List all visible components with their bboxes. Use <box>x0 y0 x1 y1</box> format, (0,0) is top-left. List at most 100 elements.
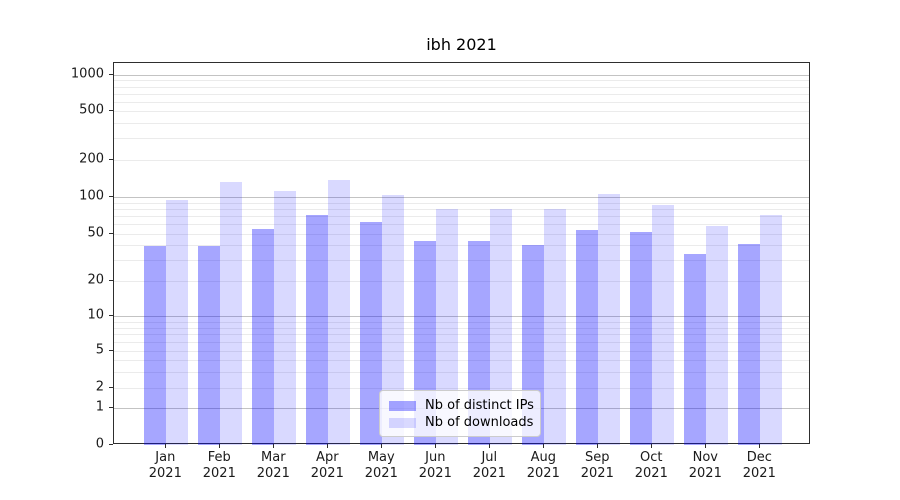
legend-item-downloads: Nb of downloads <box>389 415 534 430</box>
plot-area <box>113 62 810 445</box>
legend-swatch-downloads <box>389 417 416 428</box>
x-tick-month: May <box>367 450 395 465</box>
y-tick-label: 1000 <box>70 66 104 82</box>
x-tick-label: Dec 2021 <box>729 450 789 482</box>
x-tick-month: Apr <box>316 450 339 465</box>
bar-mar-distinct-ips <box>252 228 275 445</box>
x-tick-month: Feb <box>207 450 231 465</box>
y-tick-label: 200 <box>79 151 104 167</box>
x-tick-mark <box>165 444 167 448</box>
y-tick-mark <box>109 386 113 388</box>
bar-apr-distinct-ips <box>306 214 329 445</box>
bar-apr-downloads <box>328 179 351 445</box>
bar-nov-distinct-ips <box>684 253 707 445</box>
x-tick-month: Sep <box>585 450 610 465</box>
bar-may-distinct-ips <box>360 222 383 445</box>
legend: Nb of distinct IPs Nb of downloads <box>379 390 541 437</box>
bar-jun-downloads <box>436 209 459 445</box>
minor-gridline <box>114 216 809 217</box>
minor-gridline <box>114 138 809 140</box>
legend-swatch-distinct-ips <box>389 400 416 411</box>
minor-gridline <box>114 209 809 210</box>
minor-gridline <box>114 245 809 247</box>
x-tick-mark <box>219 444 221 448</box>
x-tick-mark <box>759 444 761 448</box>
x-tick-label: Jul 2021 <box>459 450 519 482</box>
y-tick-label: 100 <box>79 188 104 204</box>
chart-title: ibh 2021 <box>426 35 497 54</box>
y-tick-label: 10 <box>87 307 104 323</box>
x-tick-year: 2021 <box>580 466 614 481</box>
x-tick-month: Nov <box>692 450 718 465</box>
bar-feb-downloads <box>220 181 243 445</box>
bar-sep-downloads <box>598 193 621 445</box>
minor-gridline <box>114 202 809 204</box>
bar-feb-distinct-ips <box>198 246 221 445</box>
x-tick-mark <box>705 444 707 448</box>
x-tick-year: 2021 <box>148 466 182 481</box>
minor-gridline <box>114 86 809 88</box>
bar-jan-downloads <box>166 200 189 445</box>
x-tick-month: Aug <box>530 450 556 465</box>
x-tick-label: Mar 2021 <box>243 450 303 482</box>
x-tick-label: May 2021 <box>351 450 411 482</box>
bar-sep-distinct-ips <box>576 229 599 445</box>
minor-gridline <box>114 233 809 235</box>
x-tick-year: 2021 <box>526 466 560 481</box>
x-tick-year: 2021 <box>634 466 668 481</box>
x-tick-month: Dec <box>746 450 772 465</box>
y-tick-label: 0 <box>95 436 104 452</box>
legend-label-downloads: Nb of downloads <box>425 415 534 430</box>
x-tick-month: Mar <box>261 450 286 465</box>
minor-gridline <box>114 359 809 361</box>
bar-nov-downloads <box>706 225 729 445</box>
minor-gridline <box>114 101 809 103</box>
y-tick-label: 50 <box>87 225 104 241</box>
x-tick-label: Sep 2021 <box>567 450 627 482</box>
bar-dec-distinct-ips <box>738 243 761 445</box>
x-tick-month: Jun <box>425 450 446 465</box>
x-tick-mark <box>273 444 275 448</box>
legend-label-distinct-ips: Nb of distinct IPs <box>425 398 534 413</box>
y-tick-label: 5 <box>95 342 104 358</box>
x-tick-year: 2021 <box>364 466 398 481</box>
x-tick-year: 2021 <box>472 466 506 481</box>
major-gridline <box>114 74 809 76</box>
bar-may-downloads <box>382 194 405 445</box>
x-tick-month: Jan <box>155 450 176 465</box>
bar-aug-downloads <box>544 209 567 445</box>
x-tick-label: Nov 2021 <box>675 450 735 482</box>
y-tick-label: 500 <box>79 102 104 118</box>
x-tick-label: Apr 2021 <box>297 450 357 482</box>
x-tick-year: 2021 <box>202 466 236 481</box>
x-tick-label: Feb 2021 <box>189 450 249 482</box>
major-gridline <box>114 197 809 199</box>
minor-gridline <box>114 80 809 82</box>
x-tick-label: Jun 2021 <box>405 450 465 482</box>
x-tick-mark <box>381 444 383 448</box>
major-gridline <box>114 316 809 318</box>
x-tick-label: Oct 2021 <box>621 450 681 482</box>
minor-gridline <box>114 387 809 389</box>
y-tick-mark <box>109 315 113 317</box>
bar-oct-distinct-ips <box>630 231 653 445</box>
y-tick-label: 1 <box>95 399 104 415</box>
minor-gridline <box>114 341 809 343</box>
y-tick-label: 20 <box>87 272 104 288</box>
x-tick-label: Aug 2021 <box>513 450 573 482</box>
x-tick-mark <box>651 444 653 448</box>
minor-gridline <box>114 351 809 352</box>
y-tick-mark <box>109 279 113 281</box>
x-tick-mark <box>597 444 599 448</box>
x-tick-year: 2021 <box>418 466 452 481</box>
x-tick-year: 2021 <box>256 466 290 481</box>
bar-dec-downloads <box>760 215 783 445</box>
y-tick-mark <box>109 232 113 234</box>
x-tick-month: Oct <box>640 450 663 465</box>
x-tick-year: 2021 <box>688 466 722 481</box>
y-tick-mark <box>109 350 113 351</box>
minor-gridline <box>114 259 809 261</box>
minor-gridline <box>114 111 809 113</box>
minor-gridline <box>114 159 809 161</box>
y-tick-mark <box>109 407 113 409</box>
